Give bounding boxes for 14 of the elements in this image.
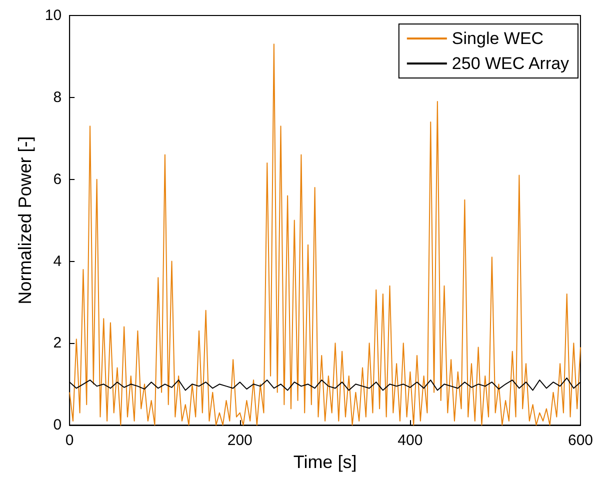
legend-label: 250 WEC Array	[452, 54, 570, 73]
x-tick-label: 600	[568, 432, 593, 450]
y-tick-label: 4	[53, 252, 62, 270]
x-axis-title: Time [s]	[293, 452, 357, 472]
y-tick-label: 2	[53, 334, 62, 352]
y-axis-title: Normalized Power [-]	[15, 136, 35, 304]
x-tick-label: 400	[398, 432, 423, 450]
y-tick-label: 0	[53, 416, 62, 434]
x-tick-label: 200	[227, 432, 252, 450]
y-tick-label: 6	[53, 170, 62, 188]
legend-label: Single WEC	[452, 29, 544, 48]
x-tick-label: 0	[65, 432, 74, 450]
y-tick-label: 10	[44, 7, 62, 24]
y-tick-label: 8	[53, 88, 62, 106]
